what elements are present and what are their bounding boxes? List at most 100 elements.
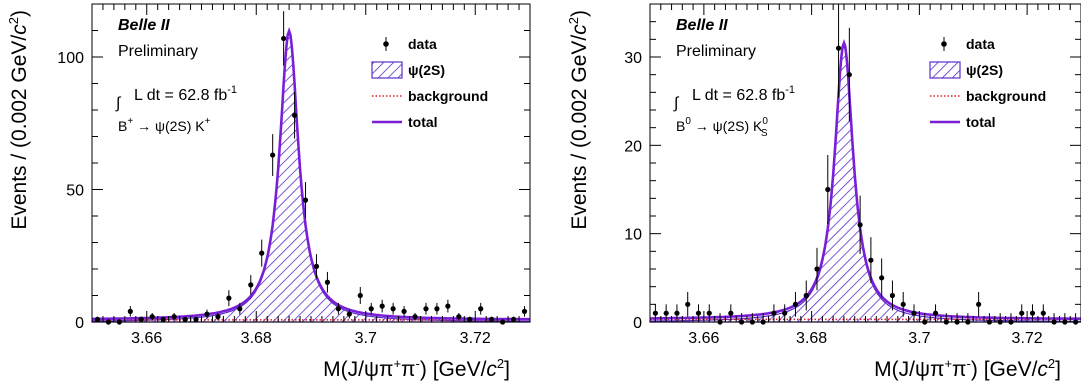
decay-label: B+ → ψ(2S) K+: [118, 116, 211, 134]
data-point: [138, 316, 144, 322]
data-point: [412, 312, 418, 321]
data-marker: [291, 112, 298, 118]
data-marker: [521, 308, 528, 314]
data-marker: [846, 72, 852, 78]
text-part: 2: [497, 356, 504, 371]
data-point: [368, 302, 374, 315]
integral-sign: ∫: [673, 95, 680, 112]
text-part: ): [568, 10, 591, 17]
data-point: [911, 304, 917, 322]
text-part: +: [393, 356, 401, 371]
text-part: π: [952, 358, 967, 381]
data-marker: [911, 310, 917, 316]
legend-hatch-swatch: [371, 61, 403, 79]
data-point: [825, 155, 831, 224]
text-part: 0: [685, 116, 691, 127]
data-point: [215, 312, 221, 321]
text-part: → ψ(2S) K: [691, 118, 763, 134]
text-part: 2: [6, 17, 21, 24]
y-tick-label: 100: [57, 50, 84, 67]
data-marker: [835, 45, 842, 51]
data-point: [1029, 304, 1036, 322]
experiment-label: Belle II: [118, 17, 170, 34]
data-marker: [478, 306, 484, 312]
x-tick-label: 3.68: [241, 330, 272, 347]
legend-hatch-swatch: [929, 61, 961, 79]
data-marker: [445, 303, 451, 309]
data-point: [900, 291, 906, 317]
data-point: [1040, 304, 1046, 322]
legend-item-dotted: background: [930, 88, 1046, 104]
data-marker: [674, 310, 680, 316]
data-point: [889, 280, 896, 311]
x-tick-label: 3.66: [688, 330, 719, 347]
x-axis-title: M(J/ψπ+π-) [GeV/c2]: [874, 356, 1061, 381]
y-tick-label: 50: [66, 183, 84, 200]
data-marker: [900, 301, 906, 307]
data-marker: [695, 310, 702, 316]
data-marker: [324, 279, 331, 285]
text-part: B: [118, 118, 127, 134]
data-marker: [423, 306, 429, 312]
data-point: [521, 306, 528, 317]
data-marker: [976, 301, 982, 307]
legend-label: ψ(2S): [966, 62, 1003, 78]
data-marker: [357, 292, 363, 299]
data-point: [478, 302, 484, 315]
legend-label: data: [408, 36, 437, 52]
legend-item-data: data: [383, 36, 437, 52]
data-point: [1019, 304, 1025, 322]
legend-item-hatch: ψ(2S): [929, 61, 1003, 79]
legend-item-line: total: [930, 114, 996, 130]
experiment-label: Belle II: [676, 17, 728, 34]
data-point: [291, 91, 298, 139]
text-part: π: [401, 358, 416, 381]
integral-sign: ∫: [115, 95, 122, 112]
data-marker: [237, 306, 243, 312]
data-point: [695, 304, 702, 322]
text-part: c: [568, 24, 591, 35]
x-tick-label: 3.7: [355, 330, 377, 347]
text-part: -: [416, 356, 420, 371]
text-part: -: [967, 356, 971, 371]
text-part: 0: [762, 116, 768, 127]
data-marker: [171, 314, 177, 320]
data-point: [94, 316, 101, 322]
data-marker: [1019, 310, 1025, 316]
data-point: [149, 312, 155, 321]
x-tick-label: 3.68: [796, 330, 827, 347]
data-point: [160, 316, 166, 322]
legend-item-line: total: [372, 114, 438, 130]
data-marker: [149, 314, 155, 320]
data-point: [204, 309, 210, 319]
data-point: [302, 182, 309, 219]
data-marker: [706, 310, 712, 316]
legend-item-dotted: background: [372, 88, 488, 104]
legend-item-hatch: ψ(2S): [371, 61, 445, 79]
data-point: [717, 313, 723, 325]
data-marker: [456, 314, 462, 320]
data-marker: [94, 316, 101, 322]
data-point: [259, 239, 265, 267]
data-marker: [1040, 310, 1046, 316]
legend-label: background: [408, 88, 488, 104]
data-point: [976, 291, 982, 317]
total-fit-line: [650, 39, 1081, 320]
data-marker: [302, 197, 309, 203]
data-marker: [771, 310, 777, 316]
legend-data-marker: [383, 41, 389, 47]
data-point: [313, 254, 320, 279]
data-marker: [390, 306, 396, 312]
data-point: [685, 291, 691, 317]
data-point: [346, 309, 352, 319]
data-point: [467, 316, 473, 322]
data-point: [932, 304, 939, 322]
data-point: [390, 302, 396, 315]
data-marker: [467, 316, 473, 322]
data-point: [171, 312, 177, 321]
legend-label: background: [966, 88, 1046, 104]
data-point: [401, 306, 407, 317]
status-label: Preliminary: [676, 43, 756, 60]
data-marker: [313, 263, 320, 269]
